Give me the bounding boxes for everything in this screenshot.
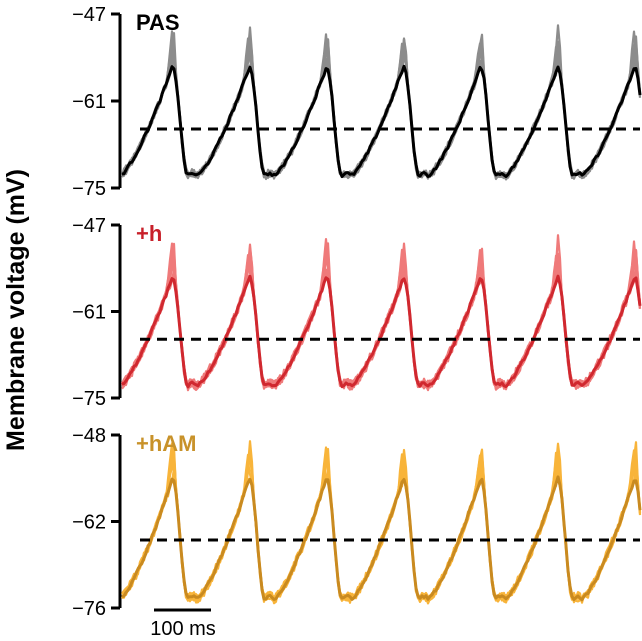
scale-bar-label: 100 ms bbox=[150, 618, 216, 640]
trial-trace bbox=[121, 242, 642, 390]
trial-trace bbox=[120, 33, 642, 180]
panel-label: PAS bbox=[136, 10, 180, 35]
y-tick-label: −61 bbox=[72, 302, 106, 324]
trial-trace bbox=[121, 247, 642, 391]
y-axis-label: Membrane voltage (mV) bbox=[2, 169, 30, 451]
trial-trace bbox=[121, 448, 642, 602]
mean-trace bbox=[121, 475, 642, 602]
mean-trace bbox=[121, 64, 642, 179]
trial-trace bbox=[121, 242, 642, 392]
trial-trace bbox=[121, 447, 642, 605]
trial-trace bbox=[121, 32, 642, 181]
y-tick-label: −48 bbox=[72, 425, 106, 447]
panel-1: −47 −61 −75 PAS bbox=[72, 4, 642, 200]
y-tick-label: −62 bbox=[72, 512, 106, 534]
y-tick-label: −61 bbox=[72, 91, 106, 113]
y-tick-label: −75 bbox=[72, 178, 106, 200]
y-tick-label: −47 bbox=[72, 215, 106, 237]
y-tick-label: −75 bbox=[72, 388, 106, 410]
trial-trace bbox=[121, 446, 642, 603]
trial-trace bbox=[121, 441, 642, 604]
trial-trace bbox=[121, 442, 642, 604]
trial-trace bbox=[121, 242, 642, 390]
trial-trace bbox=[121, 440, 642, 603]
y-tick-label: −76 bbox=[72, 598, 106, 620]
panels-group: −47 −61 −75 PAS −47 −61 −75 +h −48 −62 −76 +hAM bbox=[72, 4, 642, 620]
y-tick-label: −47 bbox=[72, 4, 106, 26]
mean-trace bbox=[121, 274, 642, 389]
panel-2: −47 −61 −75 +h bbox=[72, 215, 642, 410]
trial-trace bbox=[120, 38, 642, 181]
panel-label: +hAM bbox=[136, 431, 197, 456]
trial-trace bbox=[121, 30, 642, 180]
panel-label: +h bbox=[136, 221, 162, 246]
panel-3: −48 −62 −76 +hAM bbox=[72, 425, 642, 620]
